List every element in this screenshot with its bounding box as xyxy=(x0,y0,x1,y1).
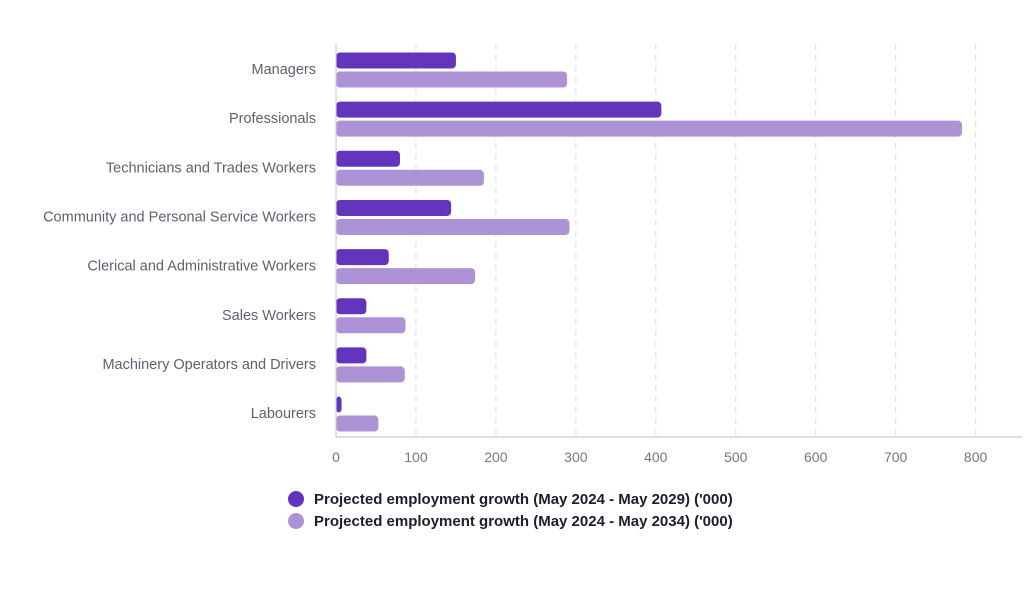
x-tick-label: 0 xyxy=(332,449,340,465)
legend-label-2029: Projected employment growth (May 2024 - … xyxy=(314,490,733,508)
bar-2034-6 xyxy=(336,366,405,383)
x-tick-label: 200 xyxy=(484,449,508,465)
bars xyxy=(336,52,963,432)
legend-item-2034: Projected employment growth (May 2024 - … xyxy=(288,510,733,532)
bar-2029-7 xyxy=(336,396,342,413)
category-label: Managers xyxy=(252,62,316,78)
bar-2034-5 xyxy=(336,317,406,334)
legend-label-2034: Projected employment growth (May 2024 - … xyxy=(314,512,733,530)
bar-2034-2 xyxy=(336,169,484,186)
bar-2029-1 xyxy=(336,101,662,118)
x-tick-label: 300 xyxy=(564,449,588,465)
category-label: Labourers xyxy=(251,406,316,422)
bar-2029-4 xyxy=(336,249,389,266)
category-label: Sales Workers xyxy=(222,308,316,324)
category-label: Clerical and Administrative Workers xyxy=(87,259,316,275)
bar-2029-5 xyxy=(336,298,367,315)
legend: Projected employment growth (May 2024 - … xyxy=(288,488,733,532)
x-tick-label: 400 xyxy=(644,449,668,465)
bar-2029-2 xyxy=(336,150,400,167)
bar-2029-0 xyxy=(336,52,456,69)
bar-2034-7 xyxy=(336,415,379,432)
bar-2034-1 xyxy=(336,120,963,137)
category-label: Technicians and Trades Workers xyxy=(106,160,316,176)
x-tick-label: 800 xyxy=(964,449,988,465)
bar-2034-0 xyxy=(336,71,568,88)
bar-2029-3 xyxy=(336,199,452,216)
bar-2034-3 xyxy=(336,218,570,235)
x-tick-label: 100 xyxy=(404,449,428,465)
bar-2029-6 xyxy=(336,347,367,364)
axes: 0 100 200 300 400 500 600 700 800 Managers Profess… xyxy=(43,44,1022,465)
x-tick-label: 700 xyxy=(884,449,908,465)
x-tick-label: 500 xyxy=(724,449,748,465)
bar-2034-4 xyxy=(336,268,476,285)
legend-item-2029: Projected employment growth (May 2024 - … xyxy=(288,488,733,510)
category-label: Community and Personal Service Workers xyxy=(43,209,316,225)
x-tick-label: 600 xyxy=(804,449,828,465)
legend-swatch-2034-icon xyxy=(288,513,304,529)
category-label: Machinery Operators and Drivers xyxy=(102,357,316,373)
category-label: Professionals xyxy=(229,111,316,127)
legend-swatch-2029-icon xyxy=(288,491,304,507)
